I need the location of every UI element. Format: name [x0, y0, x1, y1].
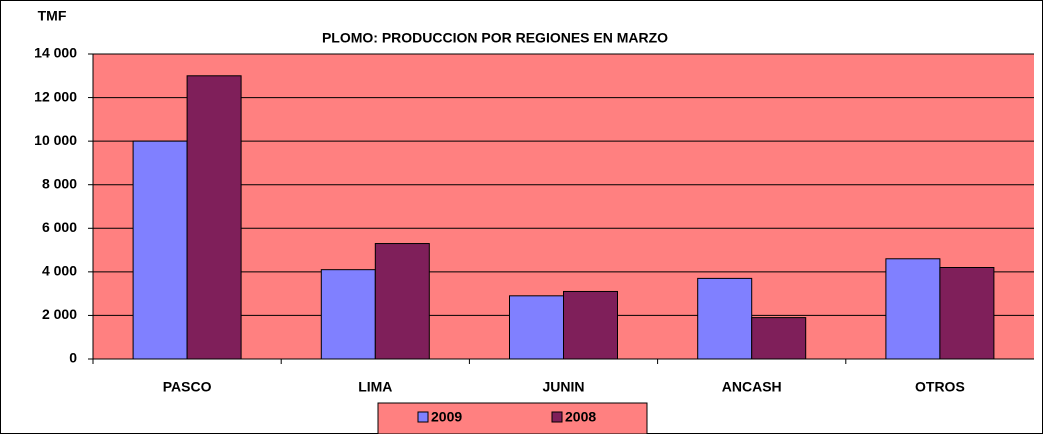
y-tick-label: 0 [69, 350, 77, 366]
x-tick-label: LIMA [358, 379, 392, 395]
bar [939, 267, 995, 360]
y-tick-label: 10 000 [34, 132, 77, 148]
y-tick-label: 6 000 [42, 219, 77, 235]
x-tick-label: JUNIN [542, 379, 584, 395]
bar [563, 290, 618, 360]
bar [751, 317, 807, 360]
bar [697, 277, 753, 360]
legend-label: 2008 [565, 409, 596, 425]
x-tick-label: ANCASH [722, 379, 782, 395]
chart-title: PLOMO: PRODUCCION POR REGIONES EN MARZO [322, 30, 668, 46]
bar [885, 258, 941, 360]
bar [374, 243, 430, 360]
x-tick-label: PASCO [163, 379, 212, 395]
y-tick-label: 12 000 [34, 88, 77, 104]
y-tick-label: 8 000 [42, 175, 77, 191]
bar [509, 295, 564, 360]
x-tick-label: OTROS [915, 379, 965, 395]
bar [186, 75, 242, 360]
y-tick-label: 14 000 [34, 45, 77, 61]
legend-swatch [551, 411, 563, 423]
bar [132, 140, 188, 360]
y-tick-label: 4 000 [42, 263, 77, 279]
y-tick-label: 2 000 [42, 306, 77, 322]
bar [320, 269, 376, 360]
y-axis-label: TMF [38, 8, 67, 24]
legend-label: 2009 [431, 409, 462, 425]
legend-swatch [417, 411, 429, 423]
